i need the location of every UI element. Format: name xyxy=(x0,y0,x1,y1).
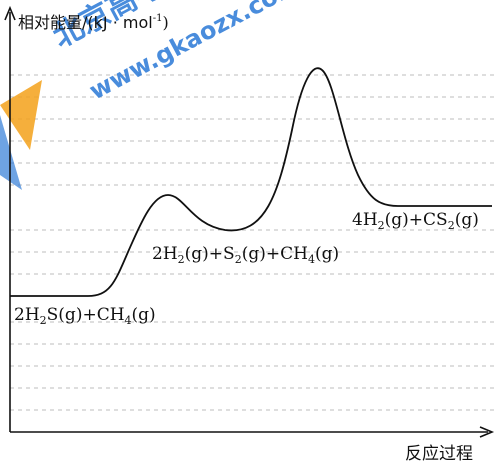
formula-part: 4H xyxy=(352,210,378,230)
formula-part: (g) xyxy=(315,244,339,264)
formula-part: (g)+CH xyxy=(242,244,308,264)
state-label-products: 4H2(g)+CS2(g) xyxy=(352,210,479,232)
formula-part: (g)+CS xyxy=(385,210,448,230)
formula-part: (g) xyxy=(132,305,156,325)
axes xyxy=(4,5,495,438)
formula-part: S(g)+CH xyxy=(47,305,125,325)
y-axis-label-sup: -1 xyxy=(153,13,163,24)
state-label-intermediate: 2H2(g)+S2(g)+CH4(g) xyxy=(152,244,339,266)
formula-part: 2H xyxy=(152,244,178,264)
formula-part: 2 xyxy=(178,253,185,266)
formula-part: 4 xyxy=(308,253,315,266)
x-axis-arrow xyxy=(479,426,495,438)
y-axis-arrow xyxy=(4,5,16,21)
energy-curve xyxy=(10,67,492,297)
watermark-orange-shape xyxy=(0,80,42,150)
state-label-reactants: 2H2S(g)+CH4(g) xyxy=(14,305,156,327)
formula-part: (g) xyxy=(455,210,479,230)
formula-part: 2H xyxy=(14,305,40,325)
formula-part: 2 xyxy=(378,219,385,232)
y-axis-label: 相对能量/(kJ · mol-1) xyxy=(18,13,169,32)
y-axis-label-close: ) xyxy=(162,13,168,32)
formula-part: 2 xyxy=(235,253,242,266)
formula-part: 2 xyxy=(448,219,455,232)
x-axis-label: 反应过程 xyxy=(405,444,473,464)
y-axis-label-text: 相对能量/(kJ · mol xyxy=(18,13,153,32)
gridlines xyxy=(10,74,495,411)
formula-part: 4 xyxy=(125,314,132,327)
watermark-blue-shape xyxy=(0,115,22,190)
formula-part: (g)+S xyxy=(185,244,235,264)
formula-part: 2 xyxy=(40,314,47,327)
